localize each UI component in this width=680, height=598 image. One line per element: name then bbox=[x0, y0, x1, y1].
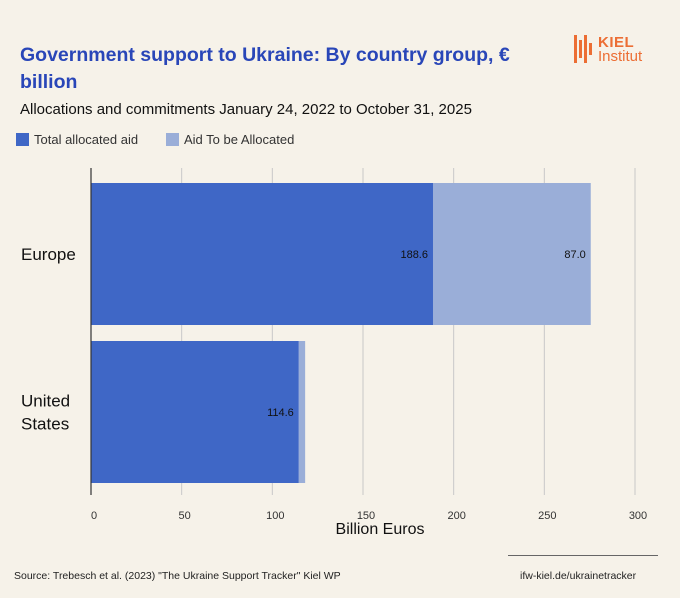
x-tick-label-200: 200 bbox=[447, 510, 465, 522]
footer-divider bbox=[508, 555, 658, 556]
source-url: ifw-kiel.de/ukrainetracker bbox=[520, 570, 637, 582]
kiel-institut-logo: KIEL Institut bbox=[574, 32, 658, 66]
chart-subtitle: Allocations and commitments January 24, … bbox=[20, 101, 472, 118]
logo-line-2: Institut bbox=[598, 48, 643, 65]
category-label-united-states: United States bbox=[21, 392, 70, 434]
data-label-europe-allocated: 188.6 bbox=[400, 249, 428, 261]
bar-chart: 0 50 100 150 200 250 300 Billion Euros 188.6 87.0… bbox=[21, 168, 647, 538]
x-tick-label-100: 100 bbox=[266, 510, 284, 522]
kiel-logo-icon bbox=[574, 35, 592, 63]
bar-united-states-to-be-allocated bbox=[298, 341, 306, 483]
x-tick-label-0: 0 bbox=[91, 510, 97, 522]
chart-title: Government support to Ukraine: By countr… bbox=[20, 44, 510, 93]
x-axis-label: Billion Euros bbox=[336, 521, 425, 538]
legend-swatch-allocated bbox=[16, 133, 29, 146]
x-tick-label-300: 300 bbox=[629, 510, 647, 522]
bar-united-states-allocated bbox=[91, 341, 299, 483]
source-note: Source: Trebesch et al. (2023) "The Ukra… bbox=[14, 570, 341, 582]
x-tick-label-50: 50 bbox=[179, 510, 191, 522]
legend-swatch-to-be-allocated bbox=[166, 133, 179, 146]
legend-label-to-be-allocated: Aid To be Allocated bbox=[184, 132, 295, 147]
category-label-europe: Europe bbox=[21, 245, 76, 264]
bar-europe-allocated bbox=[91, 183, 433, 325]
bar-europe-to-be-allocated bbox=[432, 183, 591, 325]
legend-label-allocated: Total allocated aid bbox=[34, 132, 139, 147]
x-tick-label-250: 250 bbox=[538, 510, 556, 522]
logo-line-1: KIEL bbox=[598, 34, 635, 51]
x-tick-label-150: 150 bbox=[357, 510, 375, 522]
data-label-united-states-allocated: 114.6 bbox=[267, 407, 294, 419]
data-label-europe-to-be-allocated: 87.0 bbox=[564, 249, 585, 261]
